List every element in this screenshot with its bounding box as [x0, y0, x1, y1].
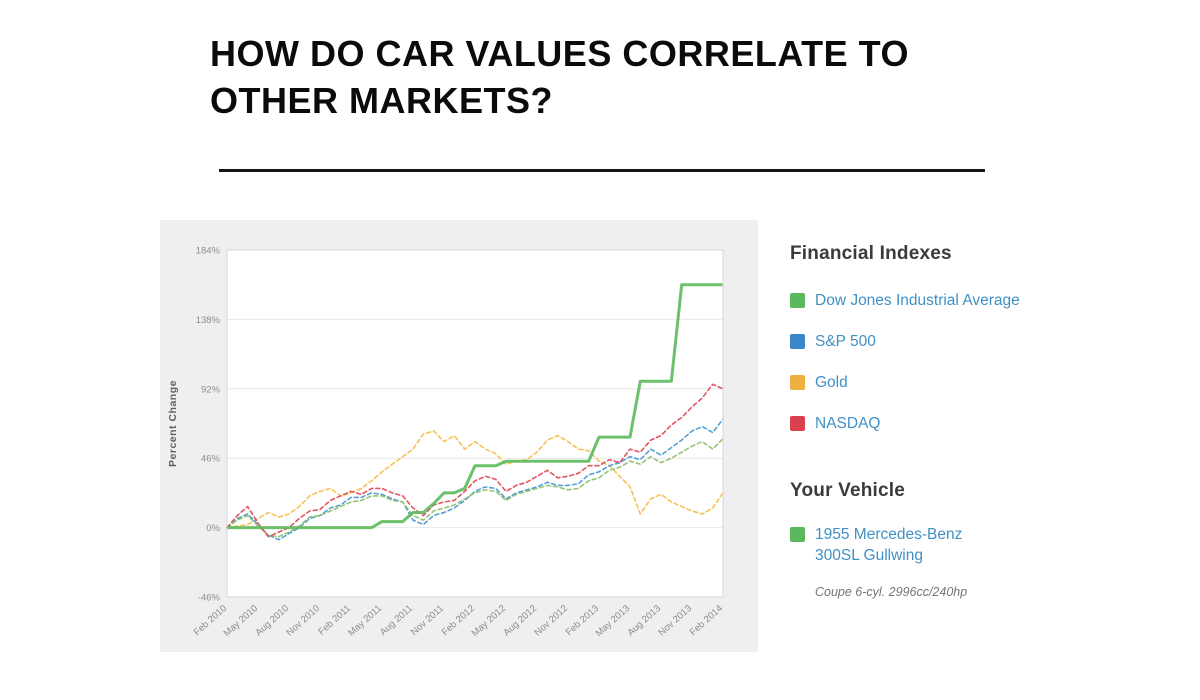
financial-indexes-heading: Financial Indexes	[790, 243, 952, 264]
dow-jones-swatch-icon	[790, 293, 805, 308]
legend-item-label[interactable]: Dow Jones Industrial Average	[815, 292, 1020, 309]
page-title: HOW DO CAR VALUES CORRELATE TO OTHER MAR…	[210, 30, 1010, 124]
y-tick-label: 92%	[201, 384, 221, 395]
y-tick-label: 138%	[196, 315, 221, 326]
legend-item-label[interactable]: S&P 500	[815, 333, 876, 350]
x-tick-label: Aug 2010	[253, 603, 291, 638]
legend-item-vehicle[interactable]: 1955 Mercedes-Benz 300SL Gullwing	[790, 524, 962, 566]
legend-item-dow-jones[interactable]: Dow Jones Industrial Average	[790, 290, 1020, 311]
chart-panel: 184% 138% 92% 46% 0% -46% Feb 2010 May 2010 Aug …	[160, 220, 758, 652]
x-tick-label: Feb 2014	[688, 603, 725, 638]
x-tick-label: May 2012	[470, 603, 508, 639]
vehicle-label[interactable]: 1955 Mercedes-Benz 300SL Gullwing	[815, 524, 962, 566]
series-line-1955-mercedes-benz-300sl-gullwing	[227, 283, 723, 530]
series-line-dow-jones-industrial-average	[226, 437, 724, 538]
sp500-swatch-icon	[790, 334, 805, 349]
legend-item-nasdaq[interactable]: NASDAQ	[790, 413, 880, 434]
x-tick-label: Nov 2011	[409, 603, 446, 638]
legend-item-label[interactable]: Gold	[815, 374, 848, 391]
legend-item-label[interactable]: NASDAQ	[815, 415, 881, 432]
y-tick-label: 184%	[196, 246, 221, 257]
x-tick-label: Aug 2013	[625, 603, 663, 638]
y-tick-label: -46%	[198, 593, 221, 604]
gold-swatch-icon	[790, 375, 805, 390]
your-vehicle-heading: Your Vehicle	[790, 480, 906, 501]
vehicle-spec-text: Coupe 6-cyl. 2996cc/240hp	[815, 585, 968, 599]
nasdaq-swatch-icon	[790, 416, 805, 431]
series-line-nasdaq	[226, 383, 724, 538]
vehicle-swatch-icon	[790, 527, 805, 542]
x-tick-label: Nov 2010	[284, 603, 322, 638]
y-axis-title: Percent Change	[167, 380, 179, 467]
vehicle-label-line2: 300SL Gullwing	[815, 547, 923, 564]
series-line-gold	[226, 430, 724, 529]
y-tick-label: 46%	[201, 454, 221, 465]
x-tick-label: Nov 2012	[532, 603, 570, 638]
page-title-line1: HOW DO CAR VALUES CORRELATE TO	[210, 33, 909, 74]
title-divider	[219, 169, 985, 172]
x-tick-label: May 2010	[222, 603, 260, 639]
x-tick-label: Nov 2013	[656, 603, 694, 638]
legend-item-sp500[interactable]: S&P 500	[790, 331, 876, 352]
x-tick-label: Aug 2011	[378, 603, 415, 638]
x-tick-label: May 2013	[594, 603, 632, 639]
plot-area	[227, 250, 723, 597]
x-tick-label: Aug 2012	[501, 603, 539, 638]
vehicle-label-line1: 1955 Mercedes-Benz	[815, 526, 963, 543]
y-tick-label: 0%	[206, 523, 220, 534]
legend-item-gold[interactable]: Gold	[790, 372, 848, 393]
page-title-line2: OTHER MARKETS?	[210, 80, 553, 121]
x-tick-label: May 2011	[346, 603, 384, 639]
plot-border	[226, 249, 724, 598]
